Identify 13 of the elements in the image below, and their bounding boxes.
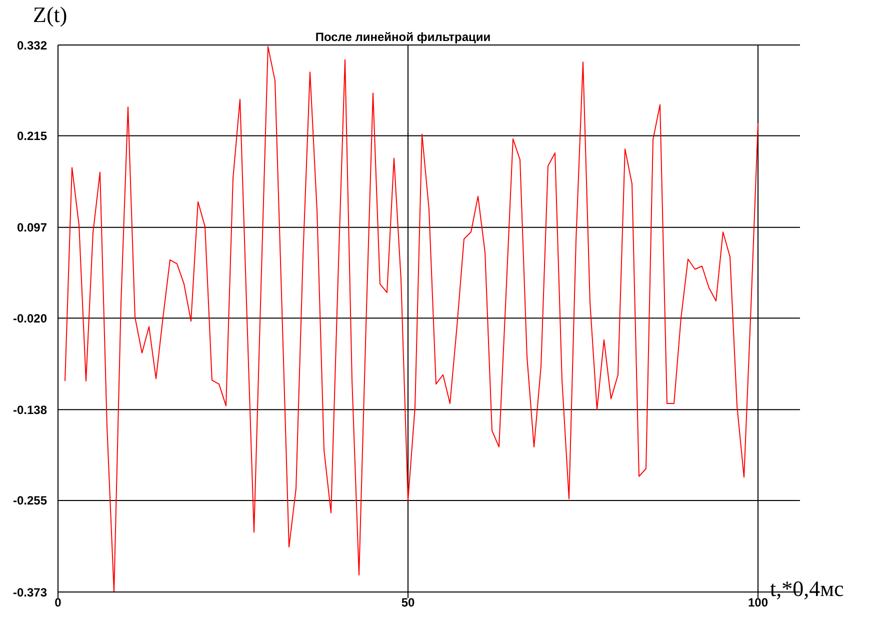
- y-tick-label: -0.255: [12, 494, 48, 508]
- x-axis-title: t,*0,4мс: [770, 576, 844, 602]
- y-axis-title: Z(t): [33, 2, 68, 28]
- y-tick-label: 0.097: [16, 220, 48, 235]
- y-tick-label: -0.138: [12, 402, 48, 417]
- y-tick-label: 0.332: [16, 38, 48, 52]
- y-tick-label: -0.020: [12, 311, 48, 326]
- x-tick-label: 0: [54, 596, 62, 610]
- chart-title: После линейной фильтрации: [314, 30, 492, 44]
- x-tick-label: 50: [401, 596, 415, 610]
- y-tick-label: -0.373: [12, 585, 48, 600]
- x-tick-label: 100: [748, 596, 768, 610]
- y-tick-label: 0.215: [16, 129, 48, 144]
